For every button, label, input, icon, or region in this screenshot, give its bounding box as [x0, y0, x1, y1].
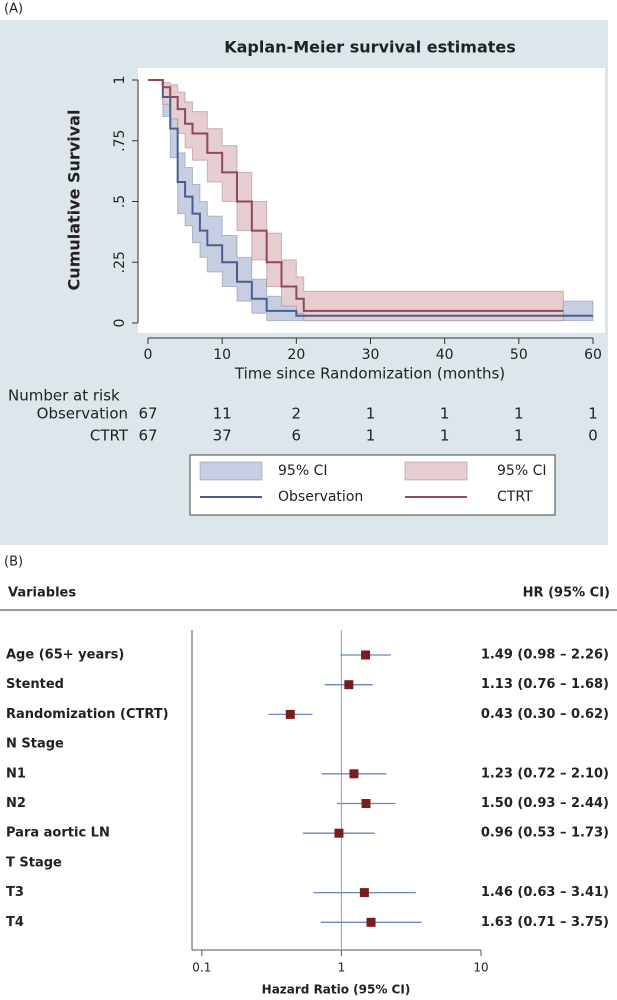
- hr-label: 1.13 (0.76 – 1.68): [481, 677, 609, 692]
- panel-label: (A): [4, 2, 23, 17]
- row-label: T3: [6, 885, 24, 900]
- risk-row-name: Observation: [37, 405, 128, 423]
- y-axis-title: Cumulative Survival: [65, 110, 84, 291]
- survival-line: [148, 79, 593, 317]
- risk-count: 1: [514, 405, 524, 423]
- chart-title: Kaplan-Meier survival estimates: [224, 38, 516, 57]
- hr-label: 1.23 (0.72 – 2.10): [481, 766, 609, 781]
- hr-marker: [334, 828, 344, 838]
- legend-swatch: [199, 461, 263, 481]
- y-tick-label: 0: [112, 319, 128, 328]
- row-label: Age (65+ years): [6, 648, 124, 663]
- hr-marker: [285, 709, 295, 719]
- ci-band: [148, 79, 564, 322]
- risk-table-title: Number at risk: [8, 387, 120, 405]
- hr-marker: [359, 888, 369, 898]
- x-tick-label: 30: [362, 347, 380, 363]
- risk-count: 1: [366, 427, 376, 445]
- risk-count: 6: [292, 427, 302, 445]
- row-label: T4: [6, 915, 24, 930]
- value-header: HR (95% CI): [523, 586, 610, 601]
- y-tick-label: .75: [112, 130, 128, 152]
- risk-count: 1: [440, 405, 450, 423]
- hr-label: 1.50 (0.93 – 2.44): [481, 796, 609, 811]
- hr-marker: [349, 769, 359, 779]
- x-tick-label: 0.1: [192, 961, 211, 975]
- row-label: Randomization (CTRT): [6, 707, 169, 722]
- risk-count: 1: [366, 405, 376, 423]
- x-tick-label: 0: [144, 347, 153, 363]
- hr-label: 1.49 (0.98 – 2.26): [481, 648, 609, 663]
- plot-area: [138, 68, 605, 333]
- risk-count: 67: [138, 427, 157, 445]
- hr-label: 1.46 (0.63 – 3.41): [481, 885, 609, 900]
- risk-count: 1: [514, 427, 524, 445]
- hr-marker: [366, 917, 376, 927]
- y-tick-label: .25: [112, 251, 128, 273]
- ci-band: [148, 79, 594, 322]
- row-label: N2: [6, 796, 26, 811]
- row-label: N Stage: [6, 737, 64, 752]
- x-axis-title: Time since Randomization (months): [234, 365, 505, 383]
- risk-count: 11: [213, 405, 232, 423]
- row-label: T Stage: [6, 855, 62, 870]
- hr-label: 1.63 (0.71 – 3.75): [481, 915, 609, 930]
- risk-count: 2: [292, 405, 302, 423]
- risk-count: 67: [138, 405, 157, 423]
- risk-row-name: CTRT: [90, 427, 129, 445]
- legend-label: Observation: [278, 489, 363, 505]
- risk-count: 0: [588, 427, 598, 445]
- x-tick-label: 40: [436, 347, 454, 363]
- legend-label: 95% CI: [278, 463, 327, 479]
- survival-line: [148, 79, 564, 312]
- panel-label: (B): [4, 555, 23, 570]
- hr-label: 0.43 (0.30 – 0.62): [481, 707, 609, 722]
- column-header: Variables: [8, 586, 76, 601]
- x-tick-label: 1: [338, 961, 346, 975]
- legend-label: CTRT: [497, 489, 533, 505]
- row-label: Para aortic LN: [6, 826, 110, 841]
- risk-count: 37: [213, 427, 232, 445]
- x-tick-label: 50: [510, 347, 528, 363]
- x-tick-label: 60: [584, 347, 602, 363]
- x-axis-title: Hazard Ratio (95% CI): [262, 983, 411, 997]
- x-tick-label: 10: [213, 347, 231, 363]
- row-label: Stented: [6, 677, 64, 692]
- legend-label: 95% CI: [497, 463, 546, 479]
- row-label: N1: [6, 766, 26, 781]
- legend-swatch: [404, 461, 468, 481]
- y-tick-label: .5: [112, 195, 128, 208]
- hr-marker: [344, 680, 354, 690]
- hr-marker: [361, 799, 371, 808]
- y-tick-label: 1: [112, 76, 128, 85]
- x-tick-label: 10: [473, 961, 488, 975]
- hr-label: 0.96 (0.53 – 1.73): [481, 826, 609, 841]
- x-tick-label: 20: [287, 347, 305, 363]
- risk-count: 1: [440, 427, 450, 445]
- hr-marker: [361, 650, 371, 660]
- risk-count: 1: [588, 405, 598, 423]
